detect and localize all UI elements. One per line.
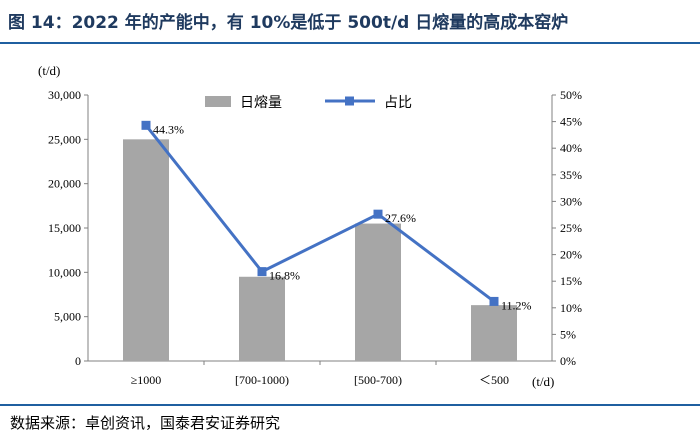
y2-tick-label: 50%	[560, 88, 582, 102]
y2-tick-label: 20%	[560, 248, 582, 262]
y2-tick-label: 40%	[560, 141, 582, 155]
line-point	[373, 209, 383, 219]
y-tick-label: 10,000	[48, 265, 81, 279]
legend-line-label: 占比	[384, 95, 412, 111]
series-line	[144, 124, 495, 303]
y2-tick-label: 15%	[560, 274, 582, 288]
data-label: 16.8%	[269, 269, 300, 283]
y2-tick-label: 25%	[560, 221, 582, 235]
bar	[239, 276, 285, 361]
bar	[471, 305, 517, 361]
legend-line-marker	[345, 96, 354, 106]
data-label: 44.3%	[153, 122, 184, 136]
x-tick-label: ≥1000	[131, 373, 162, 387]
y-tick-label: 15,000	[48, 221, 81, 235]
y-tick-label: 30,000	[48, 88, 81, 102]
y-tick-label: 25,000	[48, 132, 81, 146]
y-axis-unit: (t/d)	[38, 63, 60, 78]
line-point	[489, 296, 499, 306]
plot-area: 0 5,000 10,000 15,000 20,000 25,000 30,000 0% 5%…	[48, 88, 582, 387]
line-point	[257, 267, 267, 277]
source-note: 数据来源：卓创资讯，国泰君安证券研究	[10, 414, 281, 432]
line-point	[141, 120, 151, 130]
y2-tick-label: 45%	[560, 115, 582, 129]
y2-tick-label: 5%	[560, 327, 576, 341]
x-tick-label: [500-700)	[354, 373, 402, 387]
title-divider	[0, 42, 700, 44]
source-divider	[0, 404, 700, 406]
y2-tick-label: 0%	[560, 354, 576, 368]
legend-bar-label: 日熔量	[240, 95, 282, 111]
x-tick-label: [700-1000)	[235, 373, 289, 387]
y-tick-label: 20,000	[48, 177, 81, 191]
bar	[355, 223, 401, 361]
x-axis-unit: (t/d)	[532, 374, 554, 389]
chart-title: 图 14：2022 年的产能中，有 10%是低于 500t/d 日熔量的高成本窑…	[8, 13, 569, 33]
x-tick-label: ＜500	[479, 373, 509, 387]
bar	[123, 139, 169, 361]
data-label: 11.2%	[501, 298, 532, 312]
y-tick-label: 0	[75, 354, 81, 368]
legend: 日熔量 占比	[205, 95, 412, 111]
y2-tick-label: 10%	[560, 301, 582, 315]
y2-tick-label: 35%	[560, 168, 582, 182]
y-tick-label: 5,000	[54, 310, 81, 324]
data-label: 27.6%	[385, 211, 416, 225]
legend-bar-swatch	[205, 96, 231, 107]
y2-tick-label: 30%	[560, 194, 582, 208]
